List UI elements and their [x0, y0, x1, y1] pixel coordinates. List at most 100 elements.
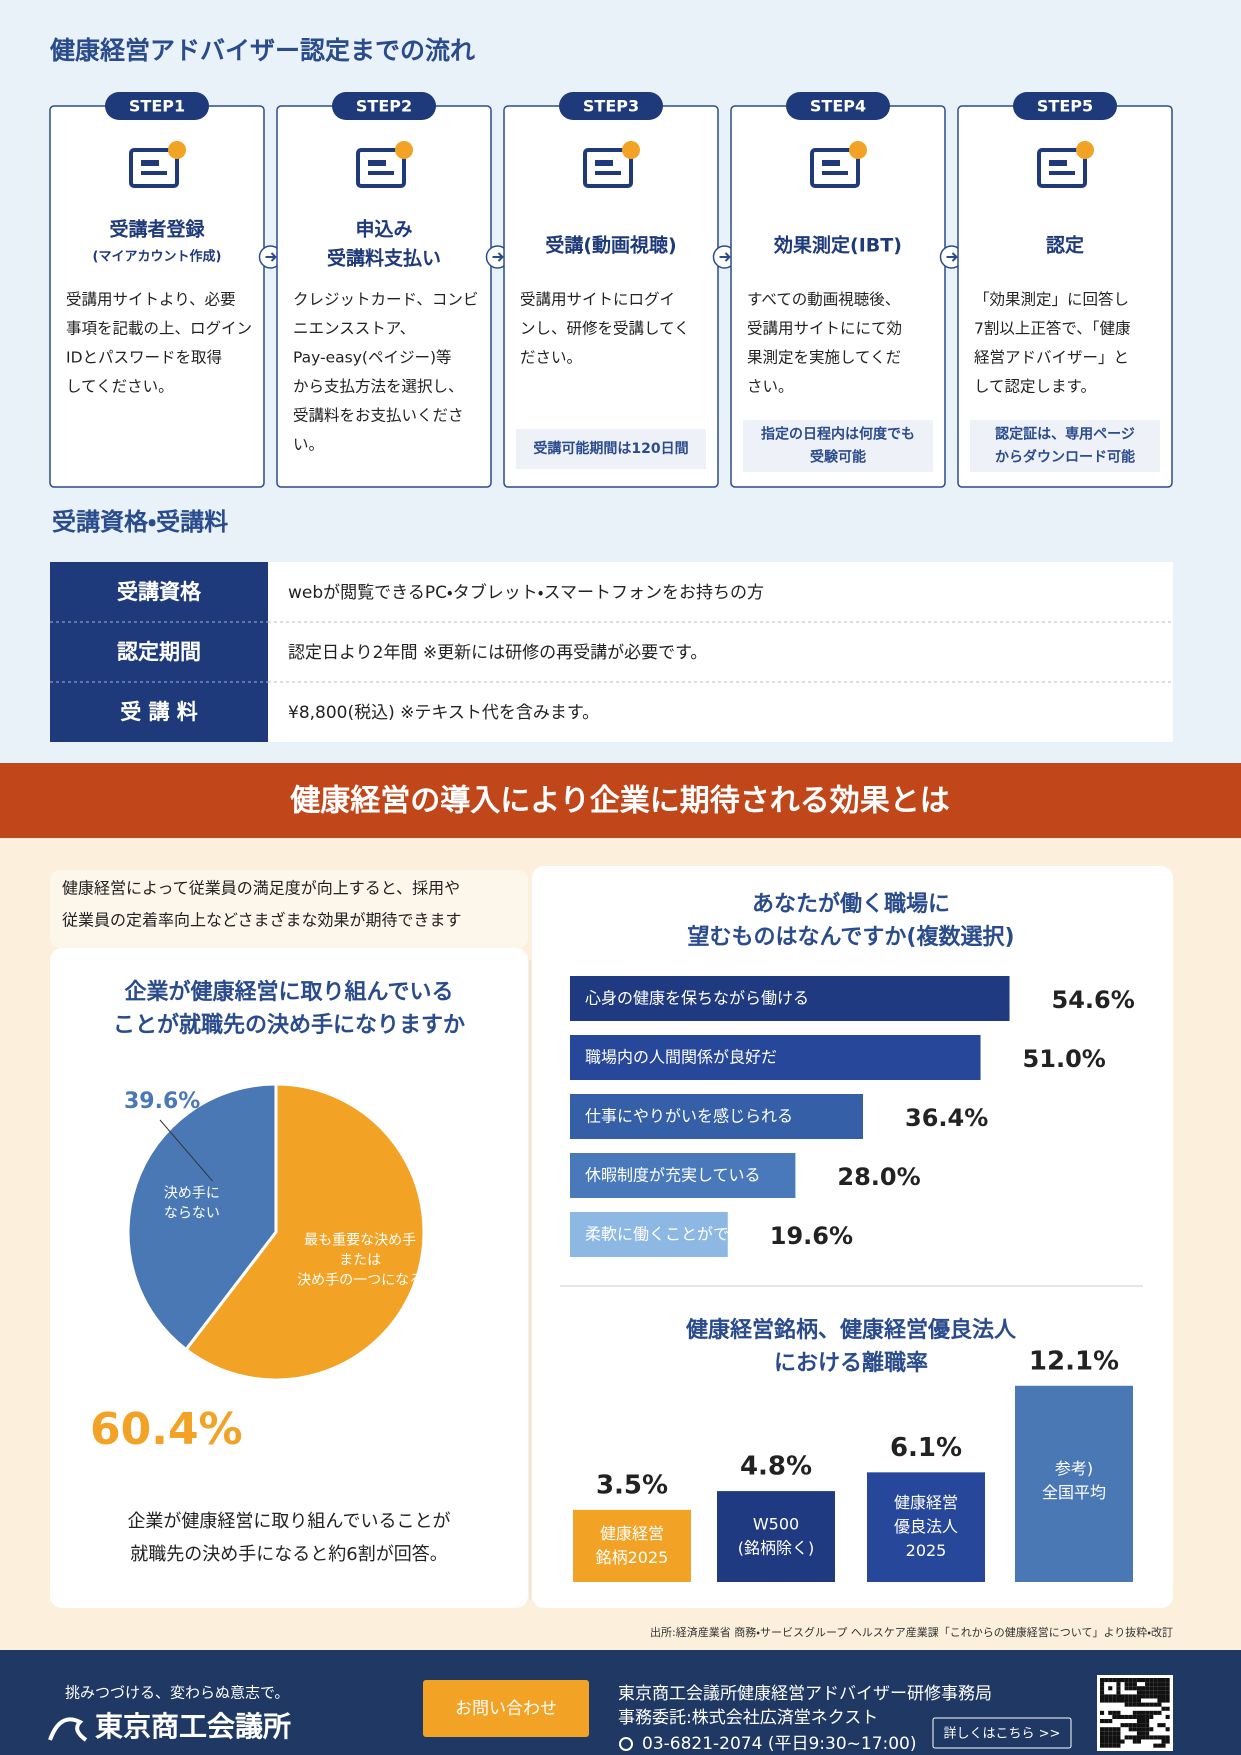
qr-cell [1136, 1694, 1141, 1699]
column [867, 1472, 985, 1582]
qr-cell [1108, 1686, 1113, 1691]
step-note-box [743, 420, 933, 472]
column-value-label: 12.1% [1029, 1346, 1119, 1376]
chart-title: 望むものはなんですか(複数選択) [687, 924, 1014, 950]
qr-cell [1136, 1723, 1141, 1728]
table-cell [268, 562, 1173, 622]
qr-cell [1145, 1731, 1150, 1736]
step-icon [356, 148, 406, 188]
step-text: 7割以上正答で、「健康 [974, 320, 1131, 338]
contact-button-text: お問い合わせ [455, 1699, 557, 1719]
qr-cell [1157, 1702, 1162, 1707]
qr-cell [1141, 1723, 1146, 1728]
qr-cell [1141, 1686, 1146, 1691]
column-label: 参考)全国平均 [1042, 1458, 1106, 1501]
table-header-cell [50, 562, 268, 622]
step-label: STEP1 [129, 97, 185, 116]
qr-cell [1104, 1731, 1109, 1736]
qr-cell [1145, 1727, 1150, 1732]
column-label: 健康経営優良法人 2025 [894, 1493, 958, 1560]
step-text: ださい。 [520, 349, 582, 367]
qr-cell [1153, 1735, 1158, 1740]
qr-cell [1157, 1694, 1162, 1699]
qr-cell [1132, 1735, 1137, 1740]
details-button[interactable]: 詳しくはこちら >> [932, 1717, 1072, 1749]
qr-cell [1132, 1723, 1137, 1728]
qr-cell [1149, 1682, 1154, 1687]
step-icon [1049, 160, 1067, 166]
qr-cell [1132, 1727, 1137, 1732]
column-value-label: 4.8% [740, 1452, 812, 1482]
step-pill [786, 92, 890, 120]
qr-code[interactable] [1097, 1675, 1173, 1751]
qr-cell [1153, 1702, 1158, 1707]
contact-button[interactable]: お問い合わせ [423, 1680, 589, 1737]
qr-cell [1116, 1690, 1121, 1695]
step-icon [849, 141, 867, 159]
qr-cell [1132, 1714, 1137, 1719]
qr-cell [1165, 1735, 1170, 1740]
step-text: IDとパスワードを取得 [66, 349, 222, 367]
chart-title: 企業が健康経営に取り組んでいる [125, 979, 454, 1005]
table-cell [268, 622, 1173, 682]
qr-cell [1108, 1739, 1113, 1744]
bar-value-label: 19.6% [770, 1222, 853, 1250]
qr-cell [1112, 1735, 1117, 1740]
step-icon [168, 141, 186, 159]
qr-cell [1157, 1735, 1162, 1740]
step-title: 受講(動画視聴) [545, 234, 676, 257]
qr-cell [1141, 1731, 1146, 1736]
chart-title: における離職率 [774, 1351, 928, 1376]
step-note: 受講可能期間は120日間 [533, 440, 688, 457]
step-icon [1049, 171, 1075, 175]
qr-cell [1128, 1678, 1133, 1683]
step-arrow [492, 252, 504, 262]
qr-cell [1153, 1682, 1158, 1687]
qr-cell [1100, 1739, 1105, 1744]
qr-cell [1116, 1678, 1121, 1683]
footer-office: 東京商工会議所健康経営アドバイザー研修事務局 [618, 1684, 992, 1704]
qr-cell [1132, 1702, 1137, 1707]
details-button-text: 詳しくはこちら >> [944, 1726, 1061, 1742]
qr-cell [1120, 1714, 1125, 1719]
qr-cell [1136, 1739, 1141, 1744]
bar-label: 柔軟に働くことができる [585, 1225, 761, 1244]
qr-cell [1116, 1694, 1121, 1699]
qr-cell [1141, 1714, 1146, 1719]
qr-cell [1141, 1719, 1146, 1724]
step-arrow [946, 252, 958, 262]
qr-cell [1145, 1678, 1150, 1683]
pie-value-label: 39.6% [124, 1089, 200, 1114]
qr-cell [1120, 1723, 1125, 1728]
step-pill [1013, 92, 1117, 120]
qr-cell [1100, 1731, 1105, 1736]
column-label: 健康経営銘柄2025 [596, 1523, 669, 1566]
chart-title: あなたが働く職場に [752, 891, 950, 917]
qr-cell [1136, 1678, 1141, 1683]
qr-cell [1124, 1723, 1129, 1728]
qr-cell [1124, 1686, 1129, 1691]
step-label: STEP3 [583, 97, 639, 116]
qr-cell [1112, 1678, 1117, 1683]
qr-cell [1132, 1698, 1137, 1703]
bar-label: 心身の健康を保ちながら働ける [585, 989, 809, 1008]
banner-background [0, 763, 1241, 838]
qr-cell [1100, 1690, 1105, 1695]
bar [570, 1094, 864, 1139]
phone-icon [619, 1737, 633, 1751]
step-pill [105, 92, 209, 120]
bar [570, 1035, 981, 1080]
qr-cell [1153, 1686, 1158, 1691]
step-text: 事項を記載の上、ログイン [66, 320, 252, 338]
qr-cell [1128, 1714, 1133, 1719]
qr-cell [1165, 1690, 1170, 1695]
qr-cell [1136, 1719, 1141, 1724]
qr-cell [1124, 1694, 1129, 1699]
table-header: 受講資格 [117, 580, 202, 604]
qr-cell [1104, 1678, 1109, 1683]
step-label: STEP4 [810, 97, 866, 116]
bar-label: 仕事にやりがいを感じられる [585, 1107, 793, 1126]
qr-cell [1145, 1735, 1150, 1740]
bar-value-label: 54.6% [1052, 986, 1135, 1014]
